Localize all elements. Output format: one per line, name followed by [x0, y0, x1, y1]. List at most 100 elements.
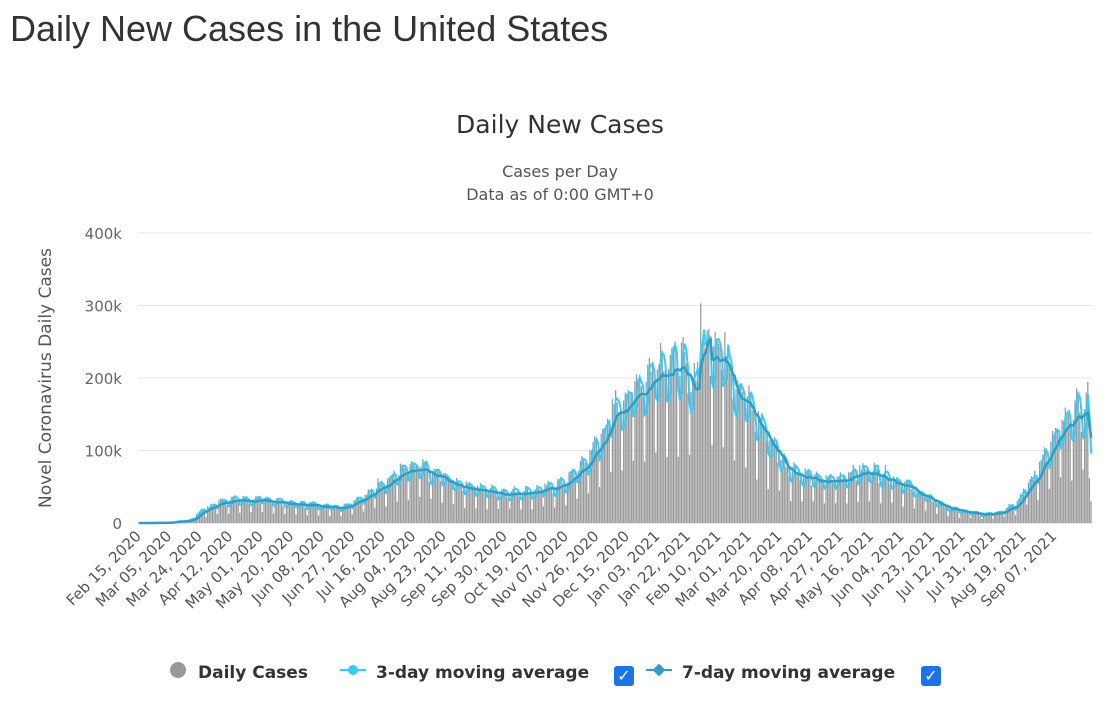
- daily-cases-bar: [284, 514, 286, 523]
- y-tick-label: 300k: [85, 298, 123, 316]
- daily-cases-bar: [544, 483, 546, 523]
- daily-cases-bar: [668, 369, 670, 523]
- legend-daily-cases[interactable]: Daily Cases: [168, 660, 308, 685]
- daily-cases-bar: [688, 454, 691, 523]
- daily-cases-bar: [831, 480, 834, 523]
- daily-cases-bar: [287, 501, 289, 523]
- daily-cases-bar: [759, 419, 761, 523]
- daily-cases-bar: [467, 483, 469, 523]
- daily-cases-bar: [727, 345, 729, 523]
- daily-cases-bar: [746, 396, 748, 523]
- daily-cases-bar: [210, 503, 212, 523]
- line-circle-marker-icon: [340, 660, 366, 685]
- daily-cases-bar: [274, 500, 276, 523]
- daily-cases-bar: [790, 501, 792, 523]
- daily-cases-bar: [590, 450, 593, 523]
- daily-cases-bar: [354, 499, 357, 523]
- daily-cases-bar: [844, 482, 846, 523]
- daily-cases-bar: [478, 487, 480, 523]
- daily-cases-bar: [423, 462, 426, 523]
- daily-cases-bar: [454, 483, 456, 523]
- daily-cases-bar: [651, 361, 654, 523]
- daily-cases-bar: [703, 342, 705, 523]
- daily-cases-bar: [971, 511, 973, 523]
- daily-cases-bar: [904, 481, 906, 523]
- daily-cases-bar: [656, 369, 659, 523]
- checkbox-7-day-average[interactable]: ✓: [921, 666, 941, 686]
- daily-cases-bar: [562, 483, 564, 523]
- daily-cases-bar: [737, 380, 739, 523]
- daily-cases-bar: [229, 499, 231, 523]
- daily-cases-bar: [449, 480, 451, 523]
- daily-cases-bar: [941, 503, 943, 523]
- daily-cases-bar: [417, 472, 419, 523]
- daily-cases-bar: [293, 504, 296, 523]
- daily-cases-bar: [1003, 516, 1005, 523]
- line-diamond-marker-icon: [646, 660, 672, 685]
- daily-cases-bar: [282, 506, 284, 523]
- daily-cases-bar: [337, 507, 339, 523]
- daily-cases-bar: [992, 518, 994, 523]
- daily-cases-bar: [215, 505, 217, 523]
- daily-cases-bar: [868, 501, 871, 523]
- daily-cases-bar: [542, 506, 544, 523]
- daily-cases-bar: [958, 517, 960, 523]
- daily-cases-bar: [987, 512, 989, 523]
- daily-cases-bar: [547, 480, 549, 523]
- daily-cases-bar: [1022, 488, 1025, 523]
- daily-cases-bar: [316, 506, 318, 523]
- daily-cases-bar: [300, 500, 302, 523]
- daily-cases-bar: [814, 474, 816, 523]
- daily-cases-bar: [221, 500, 223, 523]
- daily-cases-bar: [271, 503, 273, 523]
- daily-cases-bar: [704, 349, 707, 523]
- daily-cases-bar: [1090, 501, 1092, 523]
- daily-cases-bar: [950, 507, 952, 523]
- daily-cases-bar: [223, 500, 225, 523]
- daily-cases-bar: [324, 504, 326, 523]
- daily-cases-bar: [353, 500, 355, 523]
- daily-cases-bar: [643, 461, 646, 523]
- daily-cases-bar: [610, 472, 612, 523]
- daily-cases-bar: [1063, 420, 1065, 523]
- daily-cases-bar: [786, 466, 789, 523]
- daily-cases-bar: [533, 490, 535, 523]
- daily-cases-bar: [828, 476, 830, 523]
- daily-cases-bar: [761, 412, 763, 523]
- daily-cases-bar: [888, 478, 890, 523]
- daily-cases-bar: [841, 478, 843, 523]
- daily-cases-bar: [541, 491, 543, 523]
- y-axis-ticks: 0 100k 200k 300k 400k: [85, 225, 123, 533]
- legend-7-day-average[interactable]: 7-day moving average: [646, 660, 895, 685]
- daily-cases-bar: [581, 455, 583, 523]
- daily-cases-bar: [1088, 478, 1091, 523]
- daily-cases-bar: [205, 517, 207, 523]
- daily-cases-bar: [908, 481, 911, 523]
- daily-cases-bar: [202, 509, 204, 523]
- daily-cases-bar: [659, 343, 662, 523]
- daily-cases-bar: [979, 515, 981, 523]
- daily-cases-bar: [775, 442, 777, 523]
- checkbox-3-day-average[interactable]: ✓: [614, 666, 634, 686]
- legend-3-day-average[interactable]: 3-day moving average: [340, 660, 589, 685]
- daily-cases-bar: [642, 396, 644, 523]
- daily-cases-bar: [462, 490, 464, 523]
- daily-cases-bar: [394, 480, 397, 523]
- daily-cases-bar: [730, 372, 732, 523]
- daily-cases-bar: [680, 342, 683, 523]
- daily-cases-bar: [735, 389, 737, 523]
- daily-cases-bar: [732, 398, 734, 523]
- daily-cases-bar: [309, 502, 312, 523]
- daily-cases-bar: [1032, 479, 1034, 523]
- daily-cases-bar: [1024, 489, 1026, 523]
- daily-cases-bar: [823, 503, 826, 523]
- daily-cases-bar: [465, 481, 467, 523]
- daily-cases-bar: [279, 501, 281, 523]
- daily-cases-bar: [791, 467, 793, 523]
- daily-cases-bar: [592, 442, 594, 523]
- daily-cases-bar: [350, 504, 352, 523]
- daily-cases-bar: [770, 439, 773, 523]
- daily-cases-bar: [321, 505, 323, 523]
- daily-cases-bar: [615, 390, 617, 523]
- daily-cases-bar: [550, 486, 553, 523]
